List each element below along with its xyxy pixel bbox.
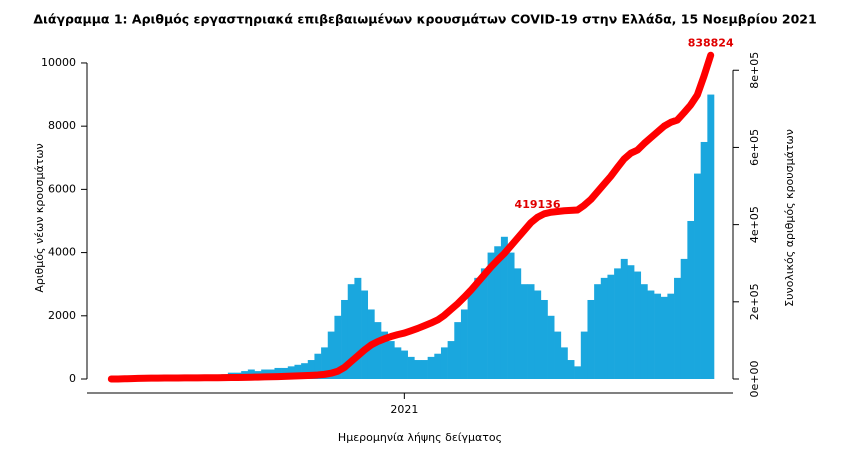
bar	[567, 360, 575, 379]
y2-axis-label: Συνολικός αριθμός κρουσμάτων	[783, 129, 796, 307]
bar	[347, 284, 355, 379]
bar	[634, 271, 642, 379]
bar	[434, 353, 442, 379]
bar	[507, 252, 515, 379]
bar	[694, 173, 701, 379]
bar	[580, 331, 588, 379]
bar	[594, 284, 602, 379]
y-tick-label: 6000	[48, 182, 76, 195]
bar	[707, 94, 715, 379]
bar	[460, 309, 468, 379]
bar	[620, 258, 628, 379]
y2-tick-label: 2e+05	[748, 283, 761, 320]
y-axis-label: Αριθμός νέων κρουσμάτων	[33, 143, 46, 292]
bar	[640, 284, 648, 379]
x-axis-label: Ημερομηνία λήψης δείγματος	[338, 431, 502, 444]
x-tick-label: 2021	[390, 403, 418, 416]
bar	[381, 331, 388, 379]
bar	[700, 141, 708, 379]
data-label: 838824	[688, 36, 734, 49]
bar	[334, 315, 342, 379]
bar	[527, 284, 535, 379]
bar	[447, 341, 455, 379]
bar	[327, 331, 335, 379]
bar	[560, 347, 568, 379]
bar	[407, 356, 415, 379]
bar	[514, 268, 522, 379]
bar	[607, 274, 615, 379]
bar	[667, 293, 675, 379]
bar	[307, 360, 315, 379]
bar	[687, 220, 695, 379]
bar	[420, 360, 428, 379]
bar	[547, 315, 555, 379]
bar	[540, 299, 548, 379]
y2-tick-label: 6e+05	[748, 129, 761, 166]
bar	[427, 356, 435, 379]
bar	[587, 299, 595, 379]
bar	[600, 277, 608, 379]
bar	[401, 350, 408, 379]
bar	[354, 277, 362, 379]
bar	[494, 246, 502, 379]
bar	[614, 268, 622, 379]
bar	[321, 347, 329, 379]
bar	[301, 363, 309, 379]
data-label: 419136	[515, 198, 561, 211]
y2-tick-label: 8e+05	[748, 52, 761, 89]
bar	[654, 293, 662, 379]
bar	[374, 322, 382, 379]
bar	[314, 353, 322, 379]
y-tick-label: 4000	[48, 246, 76, 259]
bar	[394, 347, 402, 379]
bar	[480, 268, 488, 379]
bar	[647, 290, 655, 379]
bar	[680, 258, 688, 379]
y2-tick-label: 0e+00	[748, 361, 761, 398]
bar	[500, 236, 508, 379]
bar	[294, 364, 302, 379]
y-tick-label: 10000	[41, 56, 76, 69]
y-tick-label: 8000	[48, 119, 76, 132]
bar	[341, 299, 349, 379]
bar	[454, 322, 462, 379]
cumulative-line	[107, 51, 715, 383]
bar	[414, 360, 422, 379]
bar	[467, 290, 475, 379]
bar	[520, 284, 528, 379]
chart-title: Διάγραμμα 1: Αριθμός εργαστηριακά επιβεβ…	[33, 12, 816, 27]
bar	[474, 277, 482, 379]
y-tick-label: 0	[69, 372, 76, 385]
bar	[660, 296, 668, 379]
bar	[554, 331, 562, 379]
bar	[440, 347, 448, 379]
y2-tick-label: 4e+05	[748, 206, 761, 243]
bar	[534, 290, 542, 379]
bar	[627, 265, 635, 379]
bar	[387, 341, 395, 379]
bar	[361, 290, 369, 379]
bar	[574, 366, 582, 379]
y-tick-label: 2000	[48, 309, 76, 322]
bar	[487, 252, 495, 379]
bar	[674, 277, 682, 379]
